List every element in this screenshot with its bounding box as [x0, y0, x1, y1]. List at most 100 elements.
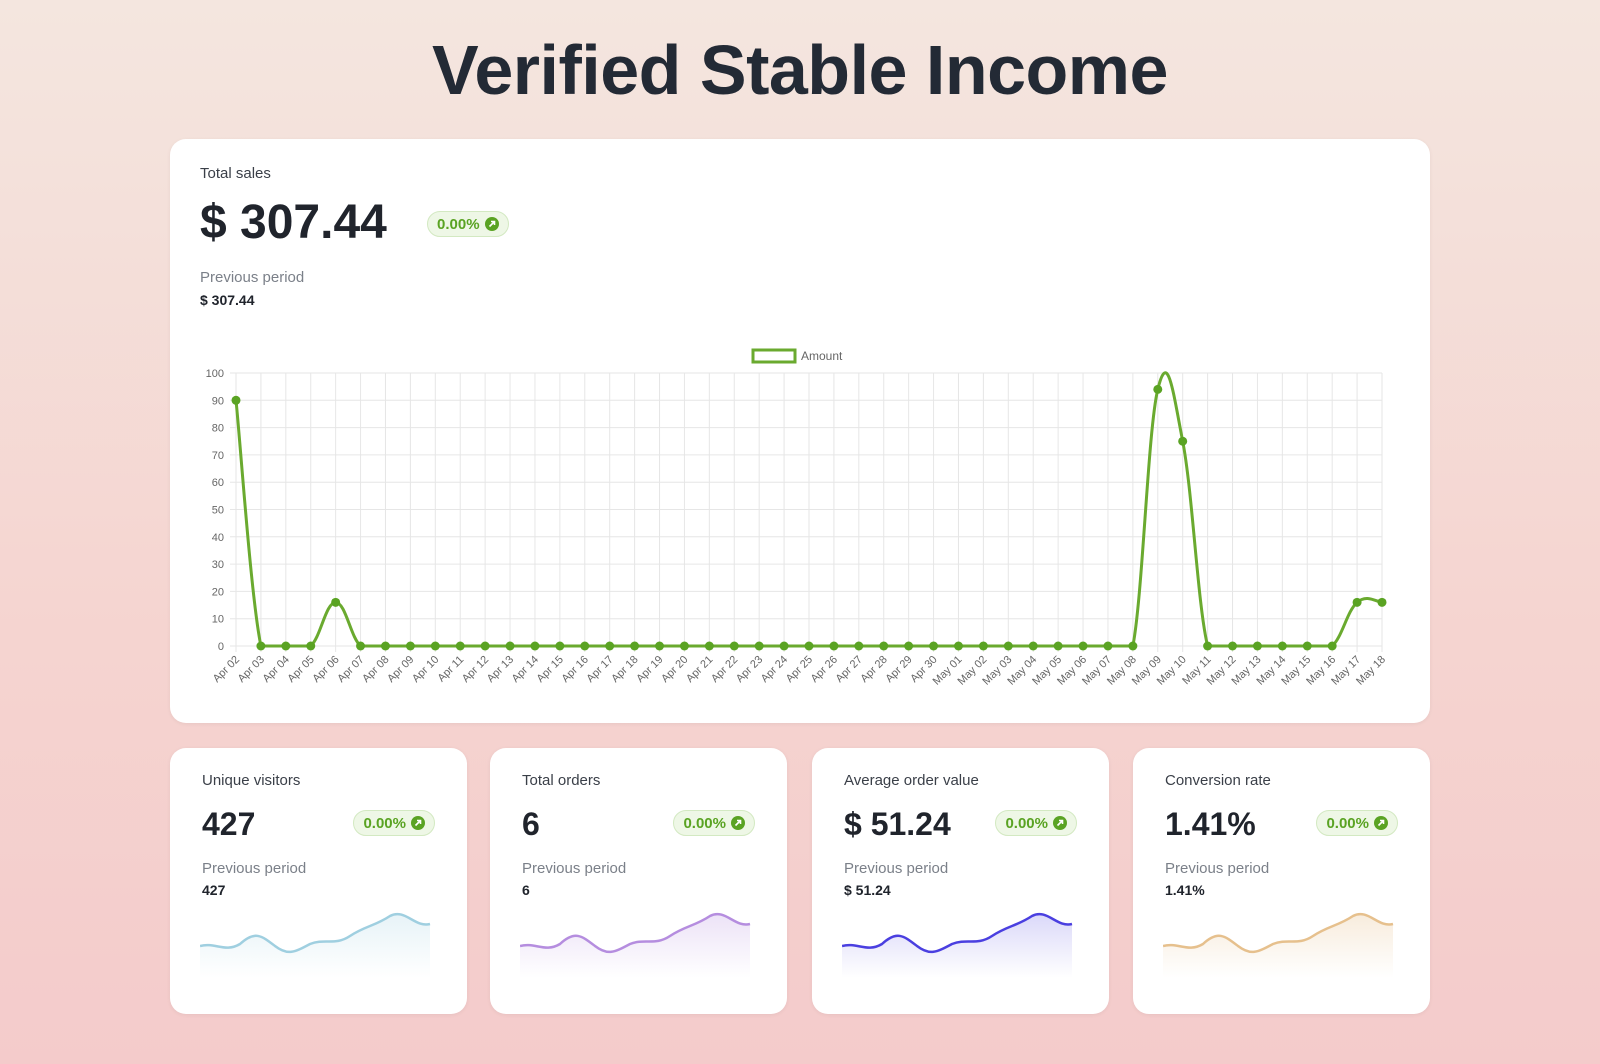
- x-tick-label: Apr 09: [385, 654, 416, 685]
- data-point: [754, 641, 764, 651]
- x-tick-label: Apr 25: [784, 654, 815, 685]
- data-point: [1028, 641, 1038, 651]
- total-sales-change-badge: 0.00%: [427, 211, 509, 237]
- total-sales-card: Total sales $ 307.44 0.00% Previous peri…: [170, 139, 1430, 723]
- x-tick-label: Apr 26: [809, 654, 840, 685]
- previous-period-label: Previous period: [522, 860, 627, 877]
- data-point: [405, 641, 415, 651]
- trend-up-icon: [484, 217, 499, 231]
- data-point: [256, 641, 266, 651]
- x-tick-label: Apr 08: [360, 654, 391, 685]
- x-tick-label: Apr 24: [759, 654, 790, 685]
- legend-swatch: [751, 348, 797, 364]
- y-tick-label: 50: [212, 505, 224, 517]
- metric-label: Average order value: [844, 772, 979, 789]
- data-point: [580, 641, 590, 651]
- data-point: [729, 641, 739, 651]
- trend-up-icon: [411, 816, 425, 830]
- y-tick-label: 70: [212, 450, 224, 462]
- previous-period-label: Previous period: [844, 860, 949, 877]
- data-point: [978, 641, 988, 651]
- data-point: [779, 641, 789, 651]
- data-point: [1128, 641, 1138, 651]
- data-point: [655, 641, 665, 651]
- data-point: [1078, 641, 1088, 651]
- previous-period-value: 427: [202, 882, 226, 898]
- x-tick-label: Apr 18: [609, 654, 640, 685]
- data-point: [804, 641, 814, 651]
- data-point: [605, 641, 615, 651]
- data-point: [1277, 641, 1287, 651]
- data-point: [1352, 597, 1362, 607]
- data-point: [904, 641, 914, 651]
- x-tick-label: Apr 10: [410, 654, 441, 685]
- data-point: [854, 641, 864, 651]
- metric-label: Conversion rate: [1165, 772, 1271, 789]
- data-point: [1327, 641, 1337, 651]
- average-order-value-card: Average order value $ 51.24 0.00% Previo…: [812, 748, 1109, 1014]
- x-tick-label: Apr 15: [535, 654, 566, 685]
- data-point: [630, 641, 640, 651]
- metric-value: $ 51.24: [844, 806, 951, 842]
- x-tick-label: Apr 07: [335, 654, 366, 685]
- x-tick-label: Apr 04: [261, 654, 292, 685]
- y-tick-label: 100: [206, 368, 224, 380]
- data-point: [1153, 384, 1163, 394]
- data-point: [929, 641, 939, 651]
- x-tick-label: Apr 27: [834, 654, 865, 685]
- y-tick-label: 40: [212, 532, 224, 544]
- data-point: [1252, 641, 1262, 651]
- total-orders-card: Total orders 6 0.00% Previous period 6: [490, 748, 787, 1014]
- x-tick-label: Apr 29: [883, 654, 914, 685]
- previous-period-label: Previous period: [200, 269, 305, 286]
- metric-change-badge: 0.00%: [353, 810, 435, 836]
- data-point: [555, 641, 565, 651]
- change-value: 0.00%: [363, 814, 406, 832]
- legend-label: Amount: [801, 349, 843, 363]
- data-point: [1203, 641, 1213, 651]
- x-tick-label: Apr 21: [684, 654, 715, 685]
- total-sales-value: $ 307.44: [200, 196, 387, 249]
- x-tick-label: Apr 14: [510, 654, 541, 685]
- series-line-amount: [234, 371, 1383, 648]
- x-tick-label: Apr 16: [559, 654, 590, 685]
- data-point: [1003, 641, 1013, 651]
- change-value: 0.00%: [1326, 814, 1369, 832]
- data-point: [1178, 436, 1188, 446]
- metric-value: 1.41%: [1165, 806, 1256, 842]
- data-point: [1103, 641, 1113, 651]
- metric-value: 427: [202, 806, 256, 842]
- y-tick-label: 0: [218, 641, 224, 653]
- x-tick-label: Apr 05: [285, 654, 316, 685]
- x-tick-label: Apr 03: [236, 654, 267, 685]
- data-point: [1228, 641, 1238, 651]
- y-tick-label: 20: [212, 586, 224, 598]
- trend-up-icon: [1374, 816, 1388, 830]
- data-point: [281, 641, 291, 651]
- data-point: [380, 641, 390, 651]
- data-point: [829, 641, 839, 651]
- y-tick-label: 90: [212, 395, 224, 407]
- x-tick-label: Apr 22: [709, 654, 740, 685]
- data-point: [356, 641, 366, 651]
- trend-up-icon: [731, 816, 745, 830]
- previous-period-label: Previous period: [1165, 860, 1270, 877]
- data-point: [430, 641, 440, 651]
- data-point: [1377, 597, 1387, 607]
- total-sales-label: Total sales: [200, 165, 271, 182]
- metric-change-badge: 0.00%: [1316, 810, 1398, 836]
- data-point: [704, 641, 714, 651]
- previous-period-value: $ 51.24: [844, 882, 891, 898]
- x-tick-label: Apr 28: [858, 654, 889, 685]
- x-tick-label: Apr 17: [584, 654, 615, 685]
- visitors-sparkline: [200, 912, 431, 978]
- conversion-rate-card: Conversion rate 1.41% 0.00% Previous per…: [1133, 748, 1430, 1014]
- change-value: 0.00%: [683, 814, 726, 832]
- x-tick-label: Apr 11: [436, 654, 467, 685]
- x-tick-label: Apr 02: [211, 654, 242, 685]
- data-point: [530, 641, 540, 651]
- unique-visitors-card: Unique visitors 427 0.00% Previous perio…: [170, 748, 467, 1014]
- page-title: Verified Stable Income: [432, 31, 1168, 109]
- metric-label: Total orders: [522, 772, 601, 789]
- data-point: [679, 641, 689, 651]
